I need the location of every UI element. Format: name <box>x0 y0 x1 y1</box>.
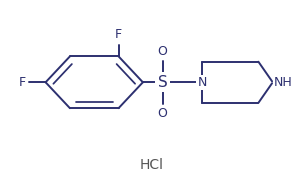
Text: N: N <box>198 76 207 89</box>
Text: F: F <box>115 28 122 41</box>
Text: S: S <box>158 75 168 90</box>
Text: O: O <box>158 45 168 58</box>
Text: HCl: HCl <box>140 158 164 171</box>
Text: O: O <box>158 107 168 120</box>
Text: F: F <box>19 76 26 89</box>
Text: NH: NH <box>274 76 292 89</box>
